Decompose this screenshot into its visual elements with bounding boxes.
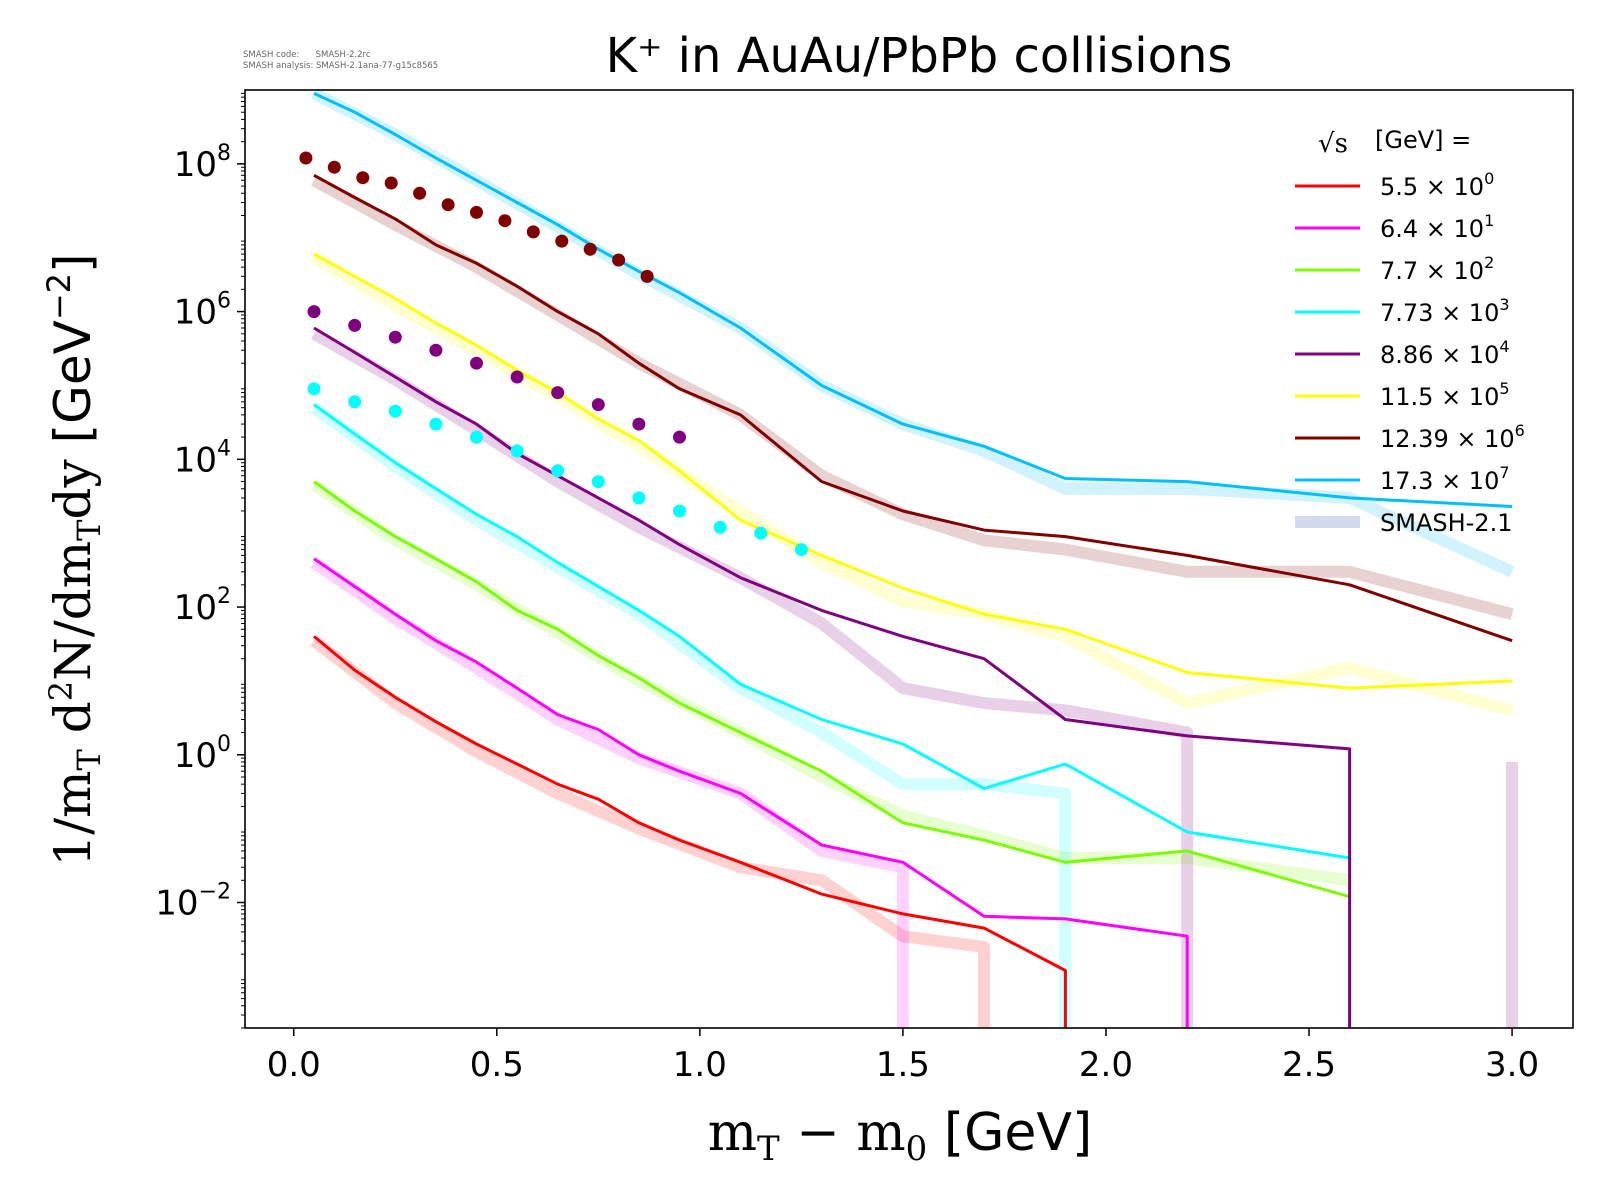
experimental-points — [299, 151, 808, 557]
legend-label-7: 17.3 × 107 — [1380, 463, 1510, 495]
data-point-2-6 — [551, 464, 565, 478]
x-axis-label: mT − m0 [GeV] — [708, 1103, 1093, 1169]
data-point-0-9 — [555, 234, 569, 248]
x-tick-label: 1.0 — [673, 1045, 727, 1085]
smash-bands — [310, 90, 1519, 1028]
series-line-7 — [313, 92, 1513, 508]
data-point-0-6 — [470, 205, 483, 219]
y-axis-label: 1/mT d2N/dmTdy [GeV−2] — [40, 253, 108, 866]
legend-label-3: 7.73 × 103 — [1380, 295, 1510, 327]
x-tick-label: 3.0 — [1485, 1045, 1539, 1085]
chart-title: K⁺ in AuAu/PbPb collisions — [605, 28, 1233, 84]
data-point-0-0 — [299, 151, 313, 165]
smash-band-7 — [311, 90, 1515, 578]
legend-label-2: 7.7 × 102 — [1380, 253, 1494, 285]
data-point-2-1 — [348, 395, 362, 409]
y-axis: 10−2 100 102 104 106 108 — [155, 92, 245, 1029]
data-point-0-11 — [612, 253, 626, 267]
series-line-2 — [313, 480, 1351, 899]
data-point-1-1 — [348, 318, 362, 332]
data-point-0-3 — [384, 176, 398, 190]
smash-band-5 — [310, 251, 1514, 717]
smash-band-4 — [311, 328, 1194, 1028]
series-line-5 — [313, 252, 1513, 690]
y-tick-label: 100 — [174, 732, 231, 776]
watermark-line-2: SMASH analysis: SMASH-2.1ana-77-g15c8565 — [243, 61, 439, 71]
legend-title: [GeV] = — [1375, 126, 1471, 154]
x-tick-label: 2.5 — [1282, 1045, 1336, 1085]
data-point-0-4 — [413, 186, 427, 200]
data-point-0-10 — [583, 242, 597, 256]
series-line-0 — [313, 635, 1067, 1028]
x-axis: 0.0 0.5 1.0 1.5 2.0 2.5 3.0 — [267, 1028, 1539, 1085]
y-tick-label: 10−2 — [155, 880, 231, 924]
x-tick-label: 0.5 — [470, 1045, 524, 1085]
plot-frame — [244, 89, 1574, 1029]
y-tick-label: 106 — [174, 289, 231, 333]
data-point-2-11 — [754, 526, 768, 540]
data-point-0-7 — [498, 214, 512, 228]
smash-band-3 — [310, 402, 1072, 1028]
data-point-2-3 — [429, 417, 443, 431]
data-lines — [313, 92, 1513, 1028]
data-point-2-5 — [510, 444, 524, 458]
legend-label-6: 12.39 × 106 — [1380, 421, 1525, 453]
x-tick-label: 0.0 — [267, 1045, 321, 1085]
series-line-3 — [313, 403, 1350, 860]
data-point-1-4 — [470, 356, 483, 370]
legend-label-4: 8.86 × 104 — [1380, 337, 1510, 369]
y-tick-label: 104 — [174, 436, 231, 480]
data-point-0-5 — [441, 198, 455, 212]
legend-sqrt-symbol: √s — [1318, 129, 1348, 159]
data-point-1-9 — [673, 430, 686, 444]
data-point-0-2 — [356, 171, 370, 185]
version-watermark: SMASH code: SMASH-2.2rc SMASH analysis: S… — [243, 50, 438, 72]
data-point-1-8 — [632, 417, 646, 431]
watermark-line-1: SMASH code: SMASH-2.2rc — [243, 50, 371, 60]
data-point-2-12 — [794, 543, 808, 557]
legend-label-5: 11.5 × 105 — [1380, 379, 1510, 411]
x-tick-label: 1.5 — [876, 1045, 930, 1085]
data-point-1-6 — [551, 386, 565, 400]
data-point-1-7 — [591, 398, 605, 412]
legend: √s [GeV] = 5.5 × 100 6.4 × 101 7.7 × 102 7.… — [1295, 126, 1525, 537]
smash-band-6 — [311, 175, 1514, 621]
data-point-2-10 — [713, 520, 727, 534]
data-point-2-4 — [470, 430, 483, 444]
data-point-1-2 — [388, 330, 402, 344]
smash-band-0 — [310, 635, 991, 1028]
data-point-1-3 — [429, 343, 443, 357]
y-tick-label: 102 — [174, 584, 231, 628]
legend-label-smash: SMASH-2.1 — [1380, 509, 1512, 537]
x-tick-label: 2.0 — [1079, 1045, 1133, 1085]
data-point-2-8 — [632, 491, 646, 505]
smash-band-2 — [310, 479, 1351, 887]
legend-label-1: 6.4 × 101 — [1380, 211, 1494, 243]
y-tick-label: 108 — [174, 141, 231, 185]
data-point-0-8 — [526, 225, 540, 239]
series-line-1 — [313, 557, 1189, 1028]
data-point-2-2 — [388, 404, 402, 418]
data-point-2-9 — [673, 504, 686, 518]
data-point-0-12 — [640, 269, 654, 283]
data-point-2-0 — [307, 382, 321, 396]
data-point-1-0 — [307, 305, 321, 319]
data-point-0-1 — [327, 160, 341, 174]
series-line-6 — [313, 173, 1513, 643]
smash-band-1 — [310, 557, 909, 1028]
series-line-4 — [313, 326, 1352, 1028]
data-point-2-7 — [591, 475, 605, 489]
legend-label-0: 5.5 × 100 — [1380, 169, 1494, 201]
data-point-1-5 — [510, 370, 524, 384]
